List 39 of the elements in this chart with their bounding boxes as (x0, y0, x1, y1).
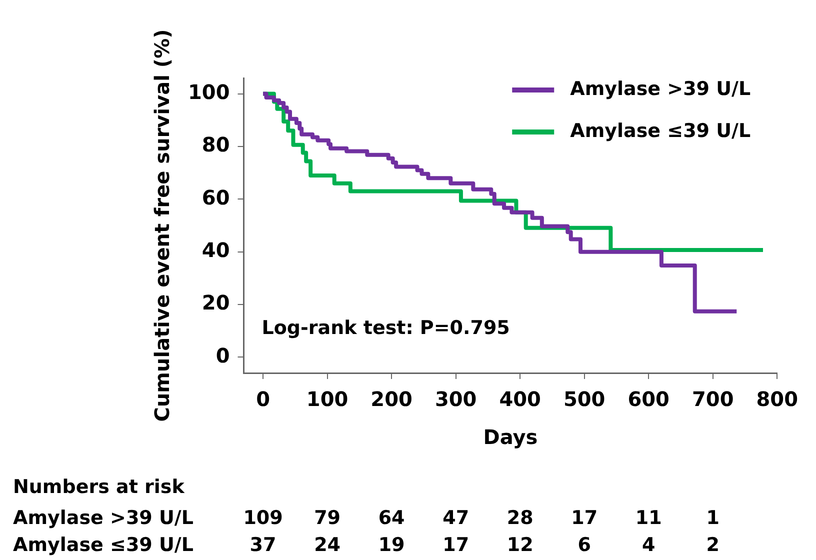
y-tick-label: 40 (202, 238, 230, 262)
x-tick-label: 100 (306, 387, 348, 412)
text: 11 (635, 506, 662, 529)
text: Amylase >39 U/L (13, 506, 194, 529)
y-tick-label: 20 (202, 290, 230, 315)
text: 6 (578, 534, 591, 556)
x-axis-title: Days (483, 425, 538, 450)
text: 64 (378, 506, 405, 529)
text: 4 (642, 534, 656, 556)
text: 79 (314, 506, 341, 529)
y-tick-label: 0 (216, 343, 230, 368)
y-tick-label: 80 (202, 132, 230, 157)
y-tick-label: 100 (188, 80, 230, 104)
text: 2 (706, 534, 720, 556)
text: 17 (442, 534, 470, 556)
text: 1 (706, 506, 720, 529)
text: Numbers at risk (13, 476, 185, 498)
x-tick-label: 400 (499, 387, 541, 412)
text: 37 (250, 534, 276, 556)
x-tick-label: 700 (692, 387, 734, 412)
text: 47 (442, 506, 470, 529)
text: Amylase ≤39 U/L (13, 534, 194, 556)
x-tick-label: 200 (370, 387, 412, 412)
text: 19 (378, 534, 405, 556)
x-tick-label: 500 (563, 387, 606, 412)
x-tick-label: 0 (256, 387, 270, 412)
text: 17 (571, 506, 598, 529)
legend-label: Amylase ≤39 U/L (570, 120, 751, 142)
text: 24 (314, 534, 341, 556)
annotation: Log-rank test: P=0.795 (262, 316, 510, 339)
x-tick-label: 800 (756, 387, 798, 412)
text: 28 (506, 506, 534, 529)
x-tick-label: 600 (628, 387, 670, 412)
legend-label: Amylase >39 U/L (570, 78, 751, 100)
text: 12 (506, 534, 534, 556)
y-tick-label: 60 (202, 185, 230, 210)
y-axis-title: Cumulative event free survival (%) (150, 29, 174, 422)
x-tick-label: 300 (434, 387, 477, 412)
text: 109 (243, 506, 283, 529)
